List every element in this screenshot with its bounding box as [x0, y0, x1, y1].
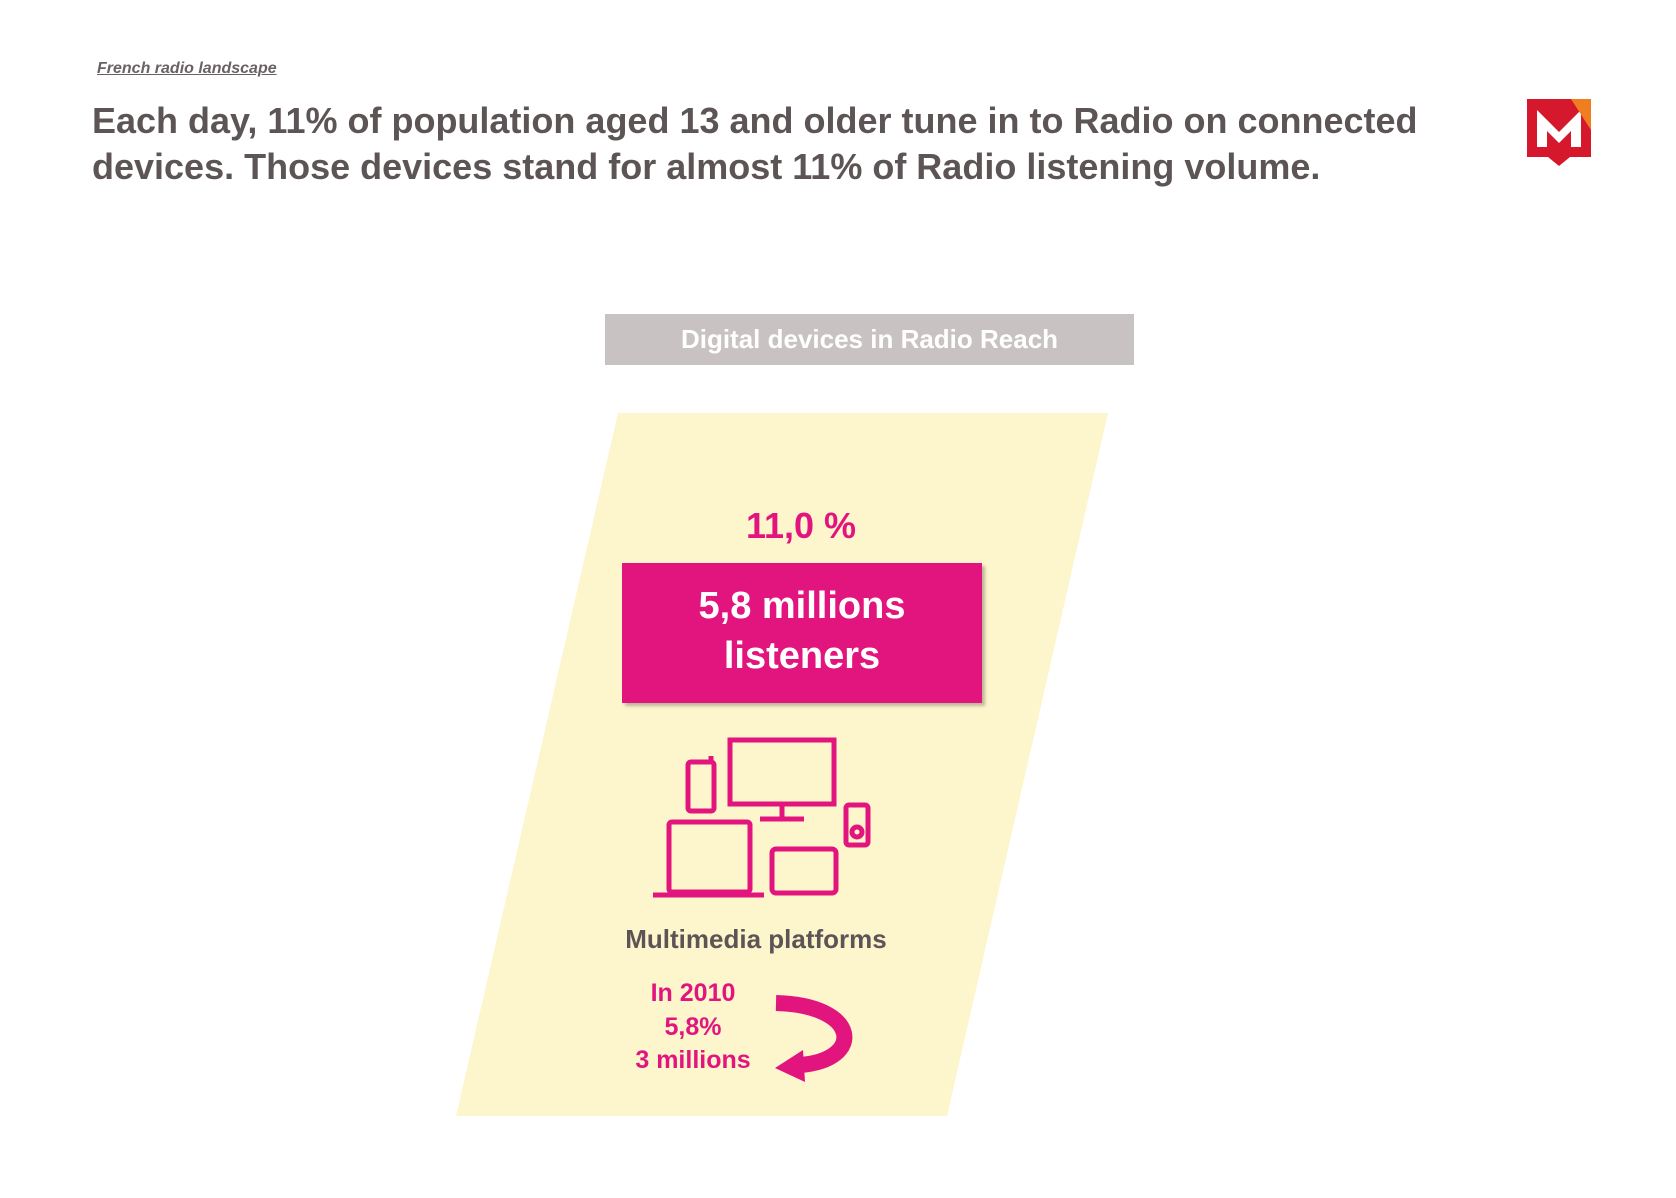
arrow-head	[775, 1050, 805, 1082]
history-reach: 5,8%	[664, 1013, 722, 1041]
arrow	[775, 995, 853, 1073]
logo	[1527, 99, 1591, 166]
section-label: French radio landscape	[97, 60, 277, 77]
panel-heading: Digital devices in Radio Reach	[605, 314, 1134, 365]
history-listeners: 3 millions	[635, 1046, 751, 1074]
platform-label: Multimedia platforms	[625, 924, 887, 954]
history-year: In 2010	[650, 979, 736, 1007]
listeners-box: 5,8 millions listeners	[622, 563, 982, 703]
reach-value: 11,0 %	[745, 505, 857, 546]
title: Each day, 11% of population aged 13 and …	[92, 100, 1418, 187]
device-icons	[653, 737, 871, 898]
